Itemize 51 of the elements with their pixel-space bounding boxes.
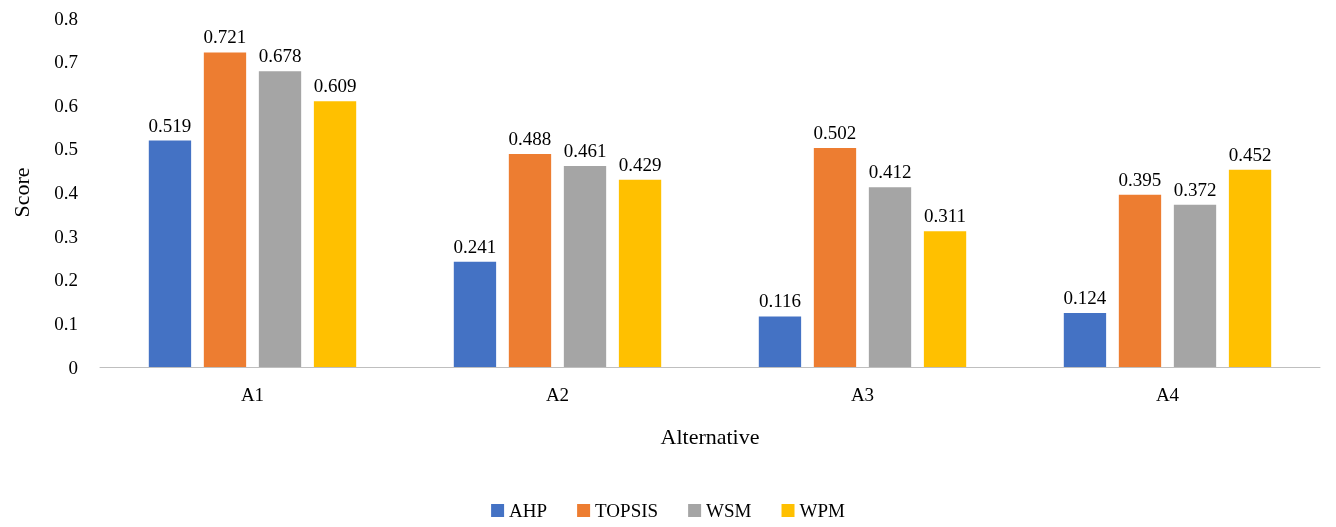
data-label: 0.461 bbox=[563, 139, 607, 161]
y-tick-label: 0.5 bbox=[54, 138, 78, 160]
data-label: 0.519 bbox=[148, 114, 192, 136]
bar bbox=[868, 187, 912, 367]
bar bbox=[1063, 312, 1107, 367]
y-tick-label: 0.3 bbox=[54, 225, 78, 247]
y-axis-title: Score bbox=[8, 167, 34, 218]
data-label: 0.116 bbox=[758, 290, 801, 312]
x-tick-label: A4 bbox=[1155, 384, 1180, 405]
bar bbox=[758, 316, 802, 367]
y-tick-label: 0.1 bbox=[54, 312, 78, 334]
y-tick-label: 0.2 bbox=[54, 269, 78, 291]
data-label: 0.241 bbox=[453, 235, 497, 257]
data-label: 0.395 bbox=[1118, 168, 1162, 190]
bar bbox=[813, 148, 857, 367]
x-tick-label: A1 bbox=[240, 384, 265, 405]
y-tick-label: 0.6 bbox=[54, 94, 78, 116]
data-label: 0.488 bbox=[508, 128, 552, 150]
data-label: 0.124 bbox=[1063, 286, 1107, 308]
bar bbox=[258, 71, 302, 367]
data-label: 0.678 bbox=[258, 45, 302, 67]
bar bbox=[1118, 194, 1162, 367]
y-tick-label: 0.4 bbox=[54, 182, 79, 203]
x-tick-label: A3 bbox=[850, 384, 875, 405]
x-tick-label: A2 bbox=[545, 384, 570, 405]
y-tick-label: 0.8 bbox=[54, 7, 78, 29]
legend-label: TOPSIS bbox=[595, 500, 659, 521]
data-label: 0.452 bbox=[1228, 143, 1272, 165]
legend-label: WPM bbox=[799, 500, 846, 521]
legend-label: WSM bbox=[706, 500, 752, 521]
data-label: 0.721 bbox=[203, 26, 247, 48]
data-label: 0.609 bbox=[313, 75, 357, 97]
bar bbox=[453, 261, 497, 367]
bar bbox=[313, 101, 357, 367]
bar bbox=[1228, 169, 1272, 367]
data-label: 0.372 bbox=[1173, 178, 1217, 200]
bar bbox=[148, 140, 192, 367]
y-tick-label: 0.7 bbox=[54, 51, 78, 73]
data-label: 0.311 bbox=[924, 205, 967, 227]
bar bbox=[563, 165, 607, 367]
bar bbox=[923, 231, 967, 367]
legend-label: AHP bbox=[509, 500, 548, 521]
bar bbox=[508, 154, 552, 367]
x-axis-title: Alternative bbox=[660, 423, 760, 449]
y-tick-label: 0 bbox=[68, 356, 78, 378]
bar bbox=[1173, 204, 1217, 367]
bar bbox=[203, 52, 247, 367]
data-label: 0.429 bbox=[618, 153, 662, 175]
bar bbox=[618, 179, 662, 367]
data-label: 0.502 bbox=[813, 122, 857, 143]
data-label: 0.412 bbox=[868, 161, 912, 183]
